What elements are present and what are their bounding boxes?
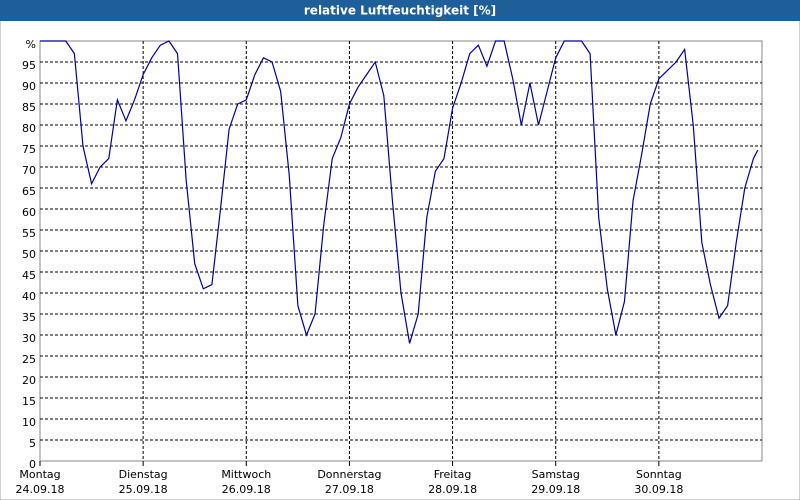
y-tick-label: 25 [22, 353, 36, 366]
x-tick-label: Sonntag [636, 468, 682, 481]
x-tick-date: 28.09.18 [428, 483, 477, 496]
y-tick-label: 90 [22, 80, 36, 93]
y-tick-label: 35 [22, 311, 36, 324]
y-tick-label: 30 [22, 332, 36, 345]
y-tick-label: 40 [22, 290, 36, 303]
y-tick-label: 60 [22, 206, 36, 219]
x-tick-label: Mittwoch [221, 468, 271, 481]
x-tick-date: 29.09.18 [531, 483, 580, 496]
y-tick-label: % [26, 38, 36, 51]
y-tick-label: 50 [22, 248, 36, 261]
x-tick-label: Donnerstag [317, 468, 381, 481]
y-tick-label: 5 [29, 437, 36, 450]
x-tick-label: Samstag [532, 468, 580, 481]
y-tick-label: 95 [22, 59, 36, 72]
title-bar [0, 0, 800, 21]
x-tick-label: Freitag [434, 468, 472, 481]
x-tick-label: Dienstag [119, 468, 168, 481]
x-tick-date: 26.09.18 [222, 483, 271, 496]
chart-title: relative Luftfeuchtigkeit [%] [304, 4, 496, 18]
y-tick-label: 0 [29, 458, 36, 471]
y-tick-label: 55 [22, 227, 36, 240]
x-tick-date: 25.09.18 [119, 483, 168, 496]
y-tick-label: 10 [22, 416, 36, 429]
y-tick-label: 75 [22, 143, 36, 156]
y-tick-label: 85 [22, 101, 36, 114]
y-tick-label: 20 [22, 374, 36, 387]
y-tick-label: 45 [22, 269, 36, 282]
y-tick-label: 65 [22, 185, 36, 198]
x-tick-label: Montag [19, 468, 60, 481]
data-line [40, 40, 759, 344]
y-tick-label: 70 [22, 164, 36, 177]
x-tick-date: 27.09.18 [325, 483, 374, 496]
x-tick-date: 24.09.18 [16, 483, 65, 496]
x-tick-date: 30.09.18 [634, 483, 683, 496]
y-tick-label: 15 [22, 395, 36, 408]
y-tick-label: 80 [22, 122, 36, 135]
